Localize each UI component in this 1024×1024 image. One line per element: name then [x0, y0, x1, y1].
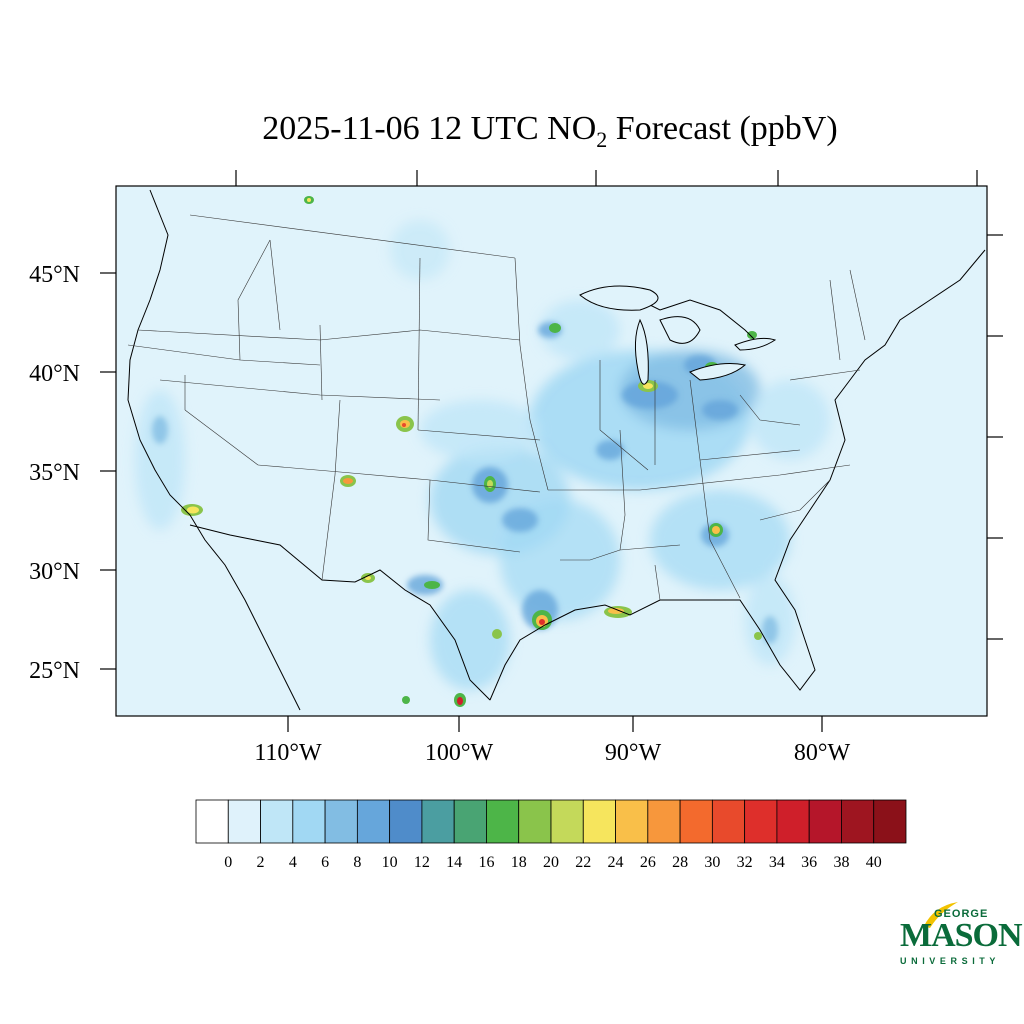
- colorbar-swatch: [453, 799, 487, 844]
- colorbar-tick-label: 38: [833, 854, 849, 871]
- colorbar-swatch: [776, 799, 810, 844]
- hotspots: [181, 196, 762, 707]
- colorbar-tick-label: 10: [382, 854, 398, 871]
- colorbar-swatch: [711, 799, 746, 844]
- lat-labels: 45°N 40°N 35°N 30°N 25°N: [29, 262, 80, 684]
- colorbar-tick-label: 32: [737, 854, 753, 871]
- logo-line3: UNIVERSITY: [900, 956, 1001, 966]
- map-plot-area: [127, 189, 986, 711]
- lat-label: 25°N: [29, 658, 80, 684]
- title-subscript: 2: [596, 126, 608, 152]
- colorbar-tick-label: 36: [801, 854, 817, 871]
- hotspot-minneapolis: [549, 323, 561, 333]
- lon-label: 100°W: [425, 740, 494, 766]
- colorbar-swatch: [518, 799, 552, 844]
- colorbar-tick-label: 18: [511, 854, 527, 871]
- hotspot-el-paso: [361, 573, 375, 583]
- colorbar-swatch: [389, 799, 423, 844]
- right-ticks: [987, 234, 1003, 640]
- hotspot-houston: [532, 610, 552, 630]
- colorbar-swatch: [260, 799, 294, 844]
- colorbar-swatch: [647, 799, 681, 844]
- hotspot-dallas: [484, 476, 496, 492]
- hotspot-atlanta: [709, 523, 723, 537]
- hotspot-calgary: [304, 196, 314, 204]
- colorbar-swatch: [486, 799, 520, 844]
- logo-line1: GEORGE: [934, 908, 989, 920]
- bottom-ticks: [287, 716, 823, 732]
- lon-label: 90°W: [605, 740, 662, 766]
- hotspot-toronto: [747, 331, 757, 339]
- lat-label: 45°N: [29, 262, 80, 288]
- hotspot-tampa: [754, 632, 762, 640]
- map-frame: [115, 185, 988, 717]
- colorbar: [195, 799, 907, 844]
- colorbar-swatch: [679, 799, 713, 844]
- hotspot-san-antonio: [492, 629, 502, 639]
- lon-label: 110°W: [254, 740, 322, 766]
- colorbar-tick-label: 24: [608, 854, 624, 871]
- colorbar-tick-label: 0: [224, 854, 232, 871]
- logo-line2: MASON: [900, 917, 1023, 954]
- lat-label: 40°N: [29, 361, 80, 387]
- great-lakes: [579, 285, 777, 385]
- colorbar-swatch: [324, 799, 358, 844]
- lat-label: 35°N: [29, 460, 80, 486]
- colorbar-tick-label: 12: [414, 854, 430, 871]
- colorbar-swatch: [356, 799, 391, 844]
- colorbar-swatch: [808, 799, 842, 844]
- colorbar-swatch: [841, 799, 875, 844]
- colorbar-swatch: [873, 799, 907, 844]
- colorbar-swatch: [421, 799, 455, 844]
- colorbar-tick-label: 40: [866, 854, 882, 871]
- colorbar-tick-label: 6: [321, 854, 329, 871]
- hotspot-mexico-north: [402, 696, 410, 704]
- left-ticks: [100, 272, 116, 670]
- colorbar-swatch: [195, 799, 229, 844]
- hotspot-monterrey: [454, 693, 466, 707]
- lon-labels: 110°W 100°W 90°W 80°W: [254, 740, 850, 766]
- country-outline: [127, 189, 986, 711]
- hotspot-new-orleans: [604, 606, 632, 618]
- colorbar-tick-label: 16: [478, 854, 494, 871]
- colorbar-swatch: [744, 799, 778, 844]
- hotspot-denver: [396, 416, 414, 432]
- colorbar-tick-label: 22: [575, 854, 591, 871]
- hotspot-chihuahua: [424, 581, 440, 589]
- gmu-logo: GEORGE MASON UNIVERSITY: [898, 900, 1023, 970]
- hotspot-albuquerque: [340, 475, 356, 487]
- colorbar-tick-label: 28: [672, 854, 688, 871]
- lat-label: 30°N: [29, 559, 80, 585]
- hotspot-los-angeles: [181, 504, 203, 516]
- state-boundaries: [127, 214, 866, 601]
- logo-swoosh-icon: [924, 902, 958, 928]
- colorbar-swatch: [615, 799, 649, 844]
- colorbar-swatch: [292, 799, 326, 844]
- title-prefix: 2025-11-06 12 UTC NO: [262, 110, 597, 147]
- colorbar-tick-label: 34: [769, 854, 785, 871]
- colorbar-tick-label: 20: [543, 854, 559, 871]
- colorbar-swatch: [582, 799, 616, 844]
- top-ticks: [235, 170, 978, 186]
- colorbar-tick-label: 30: [704, 854, 720, 871]
- colorbar-labels: 0 2 4 6 8 10 12 14 16 18 20 22 24 26 28 30 32 34 36 38 40: [224, 854, 881, 871]
- title-suffix: Forecast (ppbV): [607, 110, 838, 147]
- chart-title: 2025-11-06 12 UTC NO2 Forecast (ppbV): [0, 110, 1024, 153]
- colorbar-tick-label: 8: [353, 854, 361, 871]
- colorbar-tick-label: 26: [640, 854, 656, 871]
- colorbar-tick-label: 2: [257, 854, 265, 871]
- lon-label: 80°W: [794, 740, 851, 766]
- colorbar-swatch: [550, 799, 584, 844]
- colorbar-tick-label: 14: [446, 854, 462, 871]
- colorbar-swatch: [227, 799, 261, 844]
- colorbar-tick-label: 4: [289, 854, 297, 871]
